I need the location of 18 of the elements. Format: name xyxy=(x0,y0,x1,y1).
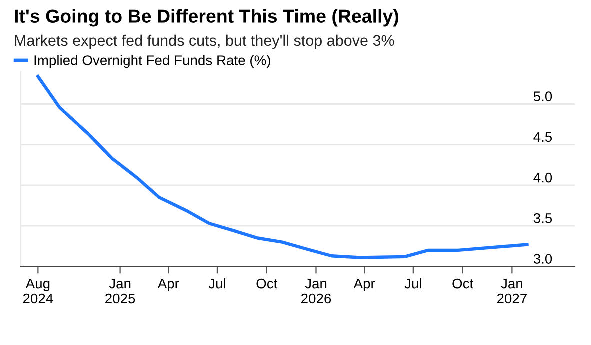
x-tick-label: Oct xyxy=(256,278,278,289)
x-tick-label: Jan 2025 xyxy=(106,279,136,304)
x-tick-label: Jan 2026 xyxy=(302,279,332,304)
x-tick-label: Oct xyxy=(452,278,474,289)
y-tick-label: 4.5 xyxy=(534,132,552,142)
y-tick-label: 4.0 xyxy=(534,172,552,183)
chart-subtitle: Markets expect fed funds cuts, but they'll stop above 3% xyxy=(15,34,394,50)
chart-title: It's Going to Be Different This Time (Really) xyxy=(15,9,398,27)
x-tick-label: Jan 2027 xyxy=(497,279,527,304)
x-tick-label: Apr xyxy=(158,279,180,292)
x-tick-label: Jul xyxy=(208,278,226,289)
x-tick-label: Jul xyxy=(404,278,422,289)
x-tick-label: Aug 2024 xyxy=(23,279,54,304)
legend-label: Implied Overnight Fed Funds Rate (%) xyxy=(34,55,270,68)
y-tick-label: 3.5 xyxy=(534,213,552,224)
y-tick-label: 3.0 xyxy=(534,254,552,264)
y-tick-label: 5.0 xyxy=(534,92,552,102)
x-tick-label: Apr xyxy=(354,279,376,292)
